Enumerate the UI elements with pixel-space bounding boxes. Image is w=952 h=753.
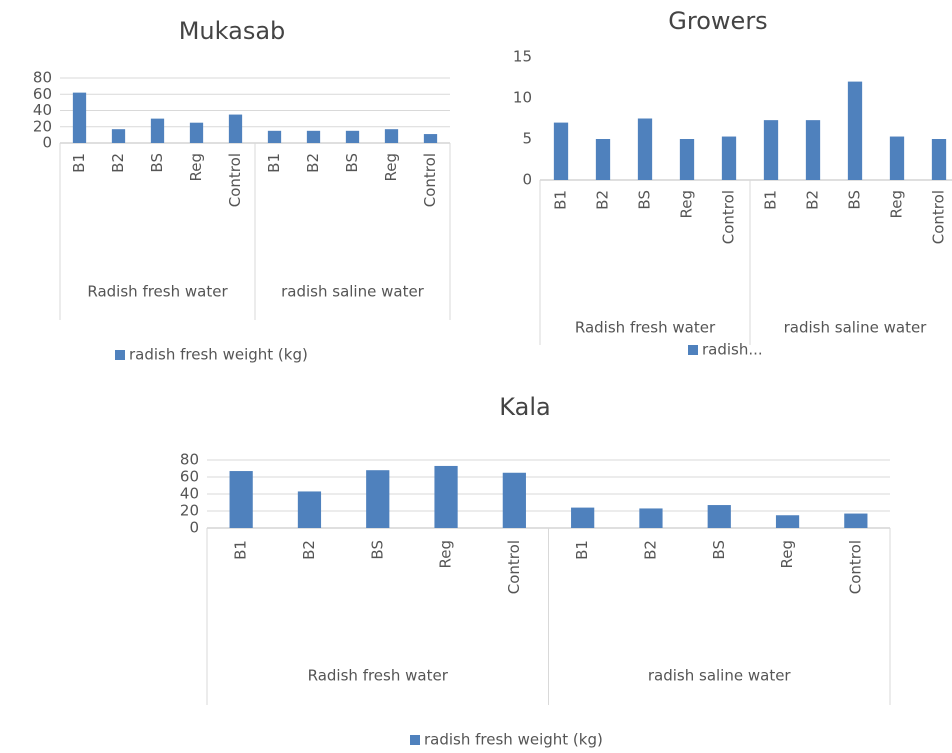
x-tick-label: B1 bbox=[573, 540, 591, 560]
bar bbox=[150, 118, 165, 143]
group-label: radish saline water bbox=[784, 319, 928, 337]
x-tick-label: Control bbox=[226, 153, 244, 207]
chart: Growers 0 5 10 15 B1 B2 BS Reg Control B1 B2 BS Reg Co… bbox=[513, 7, 952, 359]
group-label: radish saline water bbox=[281, 283, 425, 301]
bar bbox=[228, 114, 243, 143]
y-tick-label: 20 bbox=[33, 117, 52, 135]
x-tick-label: B2 bbox=[109, 153, 127, 173]
bar bbox=[384, 129, 399, 143]
x-tick-label: BS bbox=[710, 540, 728, 560]
bar bbox=[229, 471, 253, 528]
bar bbox=[111, 129, 126, 143]
y-tick-label: 60 bbox=[180, 468, 199, 486]
bar bbox=[775, 515, 800, 528]
x-tick-label: B1 bbox=[232, 540, 250, 560]
x-tick-label: Reg bbox=[382, 153, 400, 182]
x-tick-label: B1 bbox=[552, 190, 570, 210]
x-tick-label: Reg bbox=[437, 540, 455, 569]
bar bbox=[847, 81, 863, 180]
y-tick-label: 40 bbox=[33, 101, 52, 119]
x-tick-label: Control bbox=[421, 153, 439, 207]
y-tick-label: 10 bbox=[513, 89, 532, 107]
bar bbox=[707, 505, 731, 528]
chart-title: Kala bbox=[499, 393, 550, 421]
y-tick-label: 20 bbox=[180, 502, 199, 520]
x-tick-label: Reg bbox=[888, 190, 906, 219]
bar bbox=[805, 120, 821, 180]
x-tick-label: B2 bbox=[300, 540, 318, 560]
x-tick-label: Control bbox=[720, 190, 738, 244]
bar bbox=[267, 130, 282, 143]
y-tick-label: 0 bbox=[42, 134, 52, 152]
bar bbox=[595, 139, 611, 180]
x-tick-label: Reg bbox=[678, 190, 696, 219]
x-tick-label: B2 bbox=[804, 190, 822, 210]
bar bbox=[639, 508, 663, 528]
bar bbox=[297, 491, 322, 528]
legend-swatch bbox=[115, 350, 125, 360]
bar bbox=[637, 118, 653, 180]
legend-label: radish fresh weight (kg) bbox=[424, 731, 603, 749]
bar bbox=[931, 139, 947, 180]
y-tick-label: 15 bbox=[513, 48, 532, 66]
x-tick-label: B1 bbox=[762, 190, 780, 210]
bar bbox=[306, 130, 321, 143]
x-tick-label: Reg bbox=[778, 540, 796, 569]
y-tick-label: 80 bbox=[180, 451, 199, 469]
group-label: Radish fresh water bbox=[575, 319, 716, 337]
legend-label: radish fresh weight (kg) bbox=[129, 346, 308, 364]
y-tick-label: 40 bbox=[180, 485, 199, 503]
y-tick-label: 80 bbox=[33, 69, 52, 87]
bar bbox=[345, 130, 360, 143]
bar bbox=[434, 465, 458, 528]
x-tick-label: BS bbox=[636, 190, 654, 210]
x-tick-label: B1 bbox=[70, 153, 88, 173]
chart-title: Mukasab bbox=[179, 17, 286, 45]
bar bbox=[571, 507, 595, 528]
legend-label: radish... bbox=[702, 341, 763, 359]
x-tick-label: BS bbox=[343, 153, 361, 173]
x-tick-label: BS bbox=[148, 153, 166, 173]
x-tick-label: BS bbox=[368, 540, 386, 560]
x-tick-label: Control bbox=[930, 190, 948, 244]
group-label: radish saline water bbox=[648, 667, 792, 685]
x-tick-label: B2 bbox=[304, 153, 322, 173]
x-tick-label: B2 bbox=[594, 190, 612, 210]
bar bbox=[721, 136, 737, 180]
bar bbox=[72, 92, 87, 143]
x-tick-label: BS bbox=[846, 190, 864, 210]
bar bbox=[189, 122, 204, 143]
y-tick-label: 0 bbox=[522, 171, 532, 189]
x-tick-label: Control bbox=[505, 540, 523, 594]
x-tick-label: B1 bbox=[265, 153, 283, 173]
bar bbox=[889, 136, 905, 180]
x-tick-label: B2 bbox=[641, 540, 659, 560]
bar bbox=[502, 472, 526, 528]
chart-title: Growers bbox=[668, 7, 767, 35]
legend-swatch bbox=[688, 345, 698, 355]
bar bbox=[423, 134, 438, 143]
bar bbox=[763, 120, 779, 180]
y-tick-label: 60 bbox=[33, 85, 52, 103]
x-tick-label: Reg bbox=[187, 153, 205, 182]
bar bbox=[553, 122, 569, 180]
bar bbox=[366, 470, 390, 528]
legend-swatch bbox=[410, 735, 420, 745]
group-label: Radish fresh water bbox=[308, 667, 449, 685]
group-label: Radish fresh water bbox=[87, 283, 228, 301]
bar bbox=[844, 513, 868, 528]
x-tick-label: Control bbox=[846, 540, 864, 594]
y-tick-label: 5 bbox=[522, 130, 532, 148]
y-tick-label: 0 bbox=[189, 519, 199, 537]
bar bbox=[679, 139, 695, 180]
